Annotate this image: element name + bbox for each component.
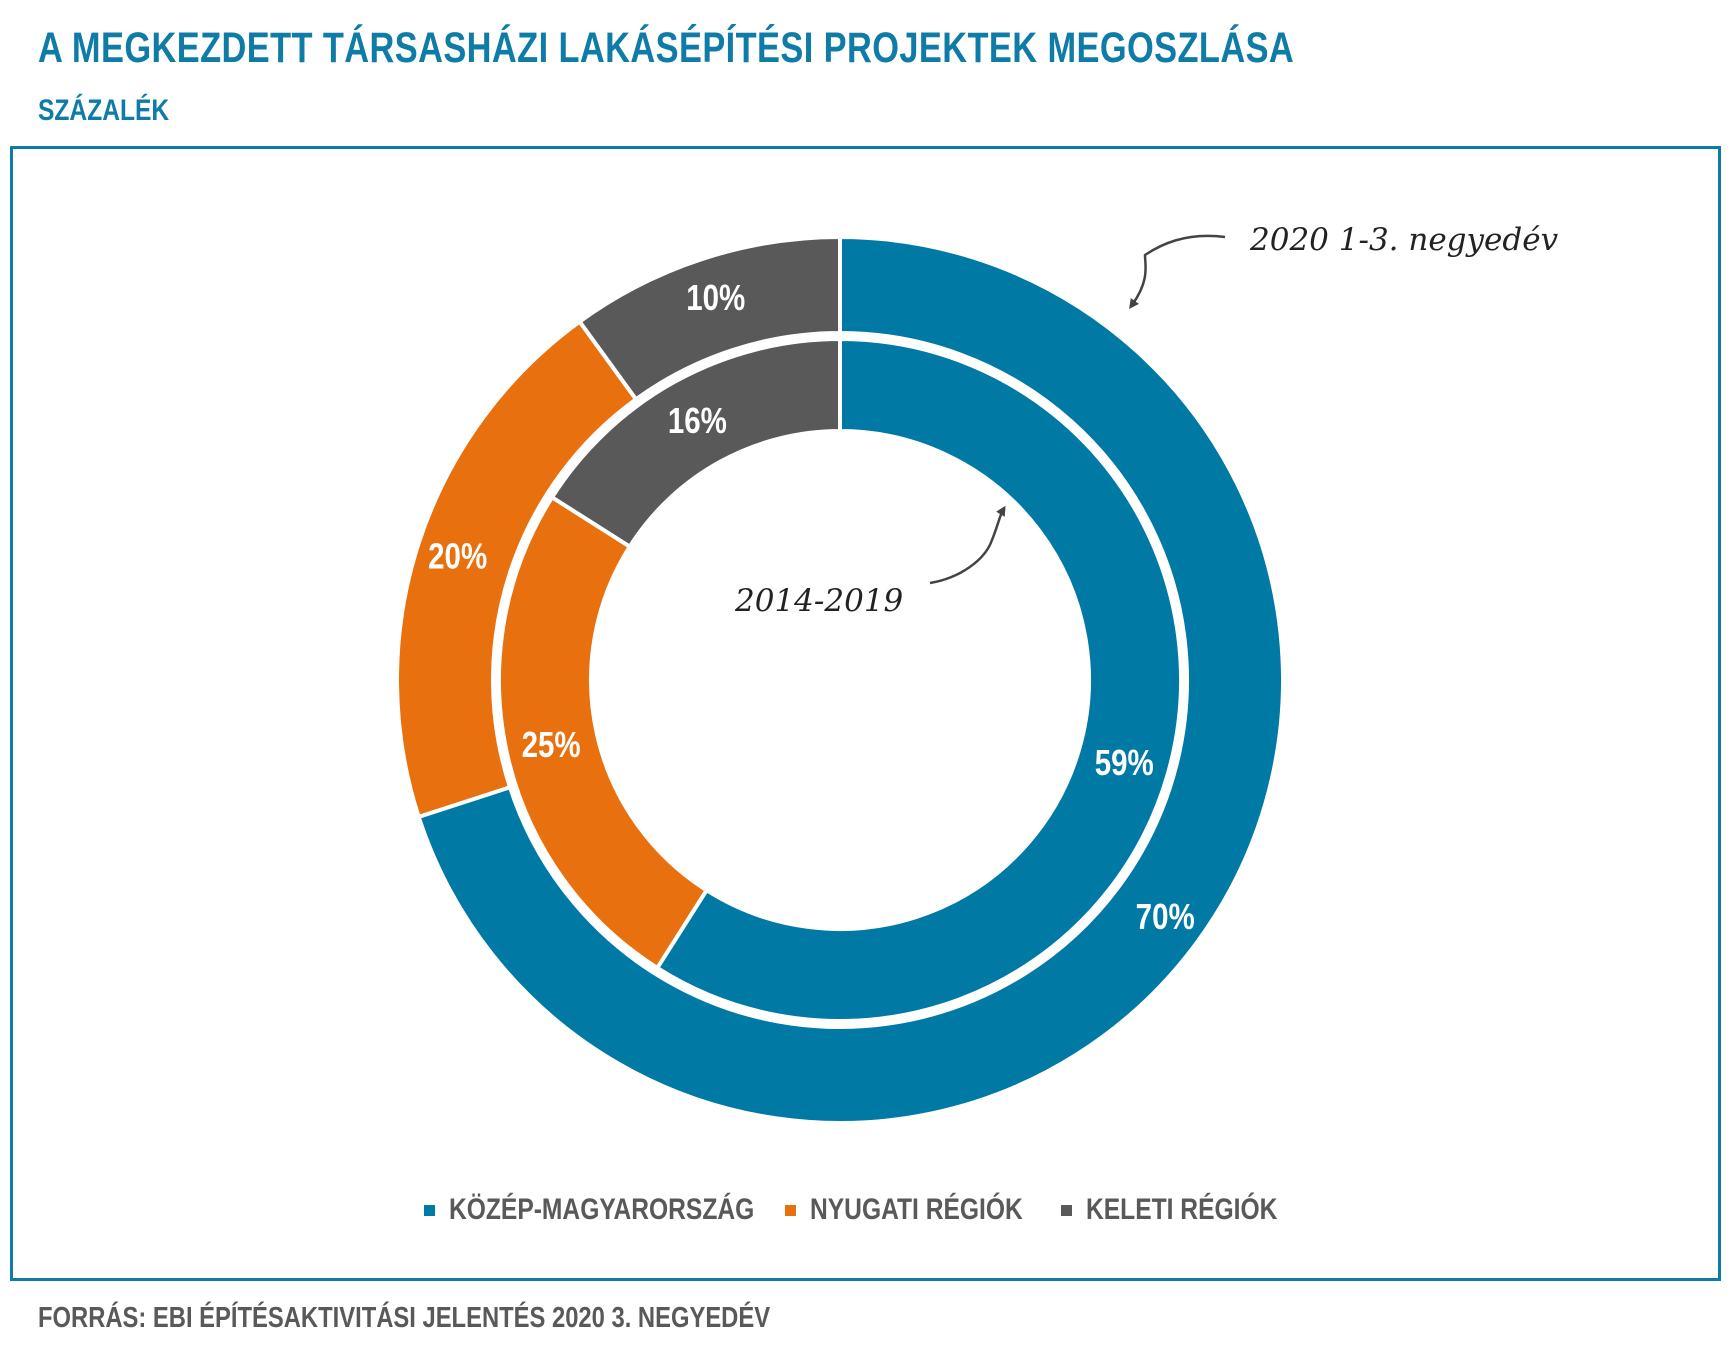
slice-outer-kozep — [416, 234, 1285, 1125]
annotation-inner-label: 2014-2019 — [734, 583, 903, 619]
chart-frame — [10, 146, 1721, 1281]
legend-label-kozep: KÖZÉP-MAGYARORSZÁG — [449, 1193, 755, 1226]
slice-label-inner-nyugati: 25% — [522, 724, 581, 764]
slice-labels: 70% 20% 10% 59% 25% 16% — [428, 277, 1195, 936]
legend-item-keleti: KELETI RÉGIÓK — [1061, 1193, 1319, 1227]
legend-item-kozep: KÖZÉP-MAGYARORSZÁG — [424, 1193, 821, 1227]
legend-label-nyugati: NYUGATI RÉGIÓK — [810, 1193, 1023, 1226]
legend-swatch-keleti — [1061, 1204, 1072, 1216]
slice-label-outer-nyugati: 20% — [428, 536, 487, 576]
chart-title: A MEGKEZDETT TÁRSASHÁZI LAKÁSÉPÍTÉSI PRO… — [38, 24, 1295, 72]
outer-ring-2020 — [395, 234, 1285, 1125]
slice-label-outer-kozep: 70% — [1136, 896, 1195, 936]
annotation-arrow-outer — [1129, 234, 1226, 310]
inner-ring-2014-2019 — [497, 336, 1183, 1023]
legend-label-keleti: KELETI RÉGIÓK — [1086, 1193, 1278, 1226]
legend-item-nyugati: NYUGATI RÉGIÓK — [785, 1193, 1069, 1227]
annotation-arrow-inner — [929, 505, 1006, 585]
slice-inner-nyugati — [497, 494, 710, 971]
source-note: FORRÁS: EBI ÉPÍTÉSAKTIVITÁSI JELENTÉS 20… — [38, 1302, 771, 1334]
slice-label-outer-keleti: 10% — [686, 277, 745, 317]
slice-outer-keleti — [576, 234, 842, 403]
slice-inner-kozep — [654, 336, 1183, 1023]
legend: KÖZÉP-MAGYARORSZÁG NYUGATI RÉGIÓK KELETI… — [0, 1193, 1731, 1233]
chart-subtitle: SZÁZALÉK — [38, 94, 170, 127]
slice-label-inner-keleti: 16% — [668, 400, 727, 440]
slice-label-inner-kozep: 59% — [1095, 742, 1154, 782]
annotation-outer-label: 2020 1-3. negyedév — [1249, 222, 1559, 258]
legend-swatch-kozep — [424, 1204, 435, 1216]
legend-swatch-nyugati — [785, 1204, 796, 1216]
slice-inner-keleti — [549, 336, 842, 550]
